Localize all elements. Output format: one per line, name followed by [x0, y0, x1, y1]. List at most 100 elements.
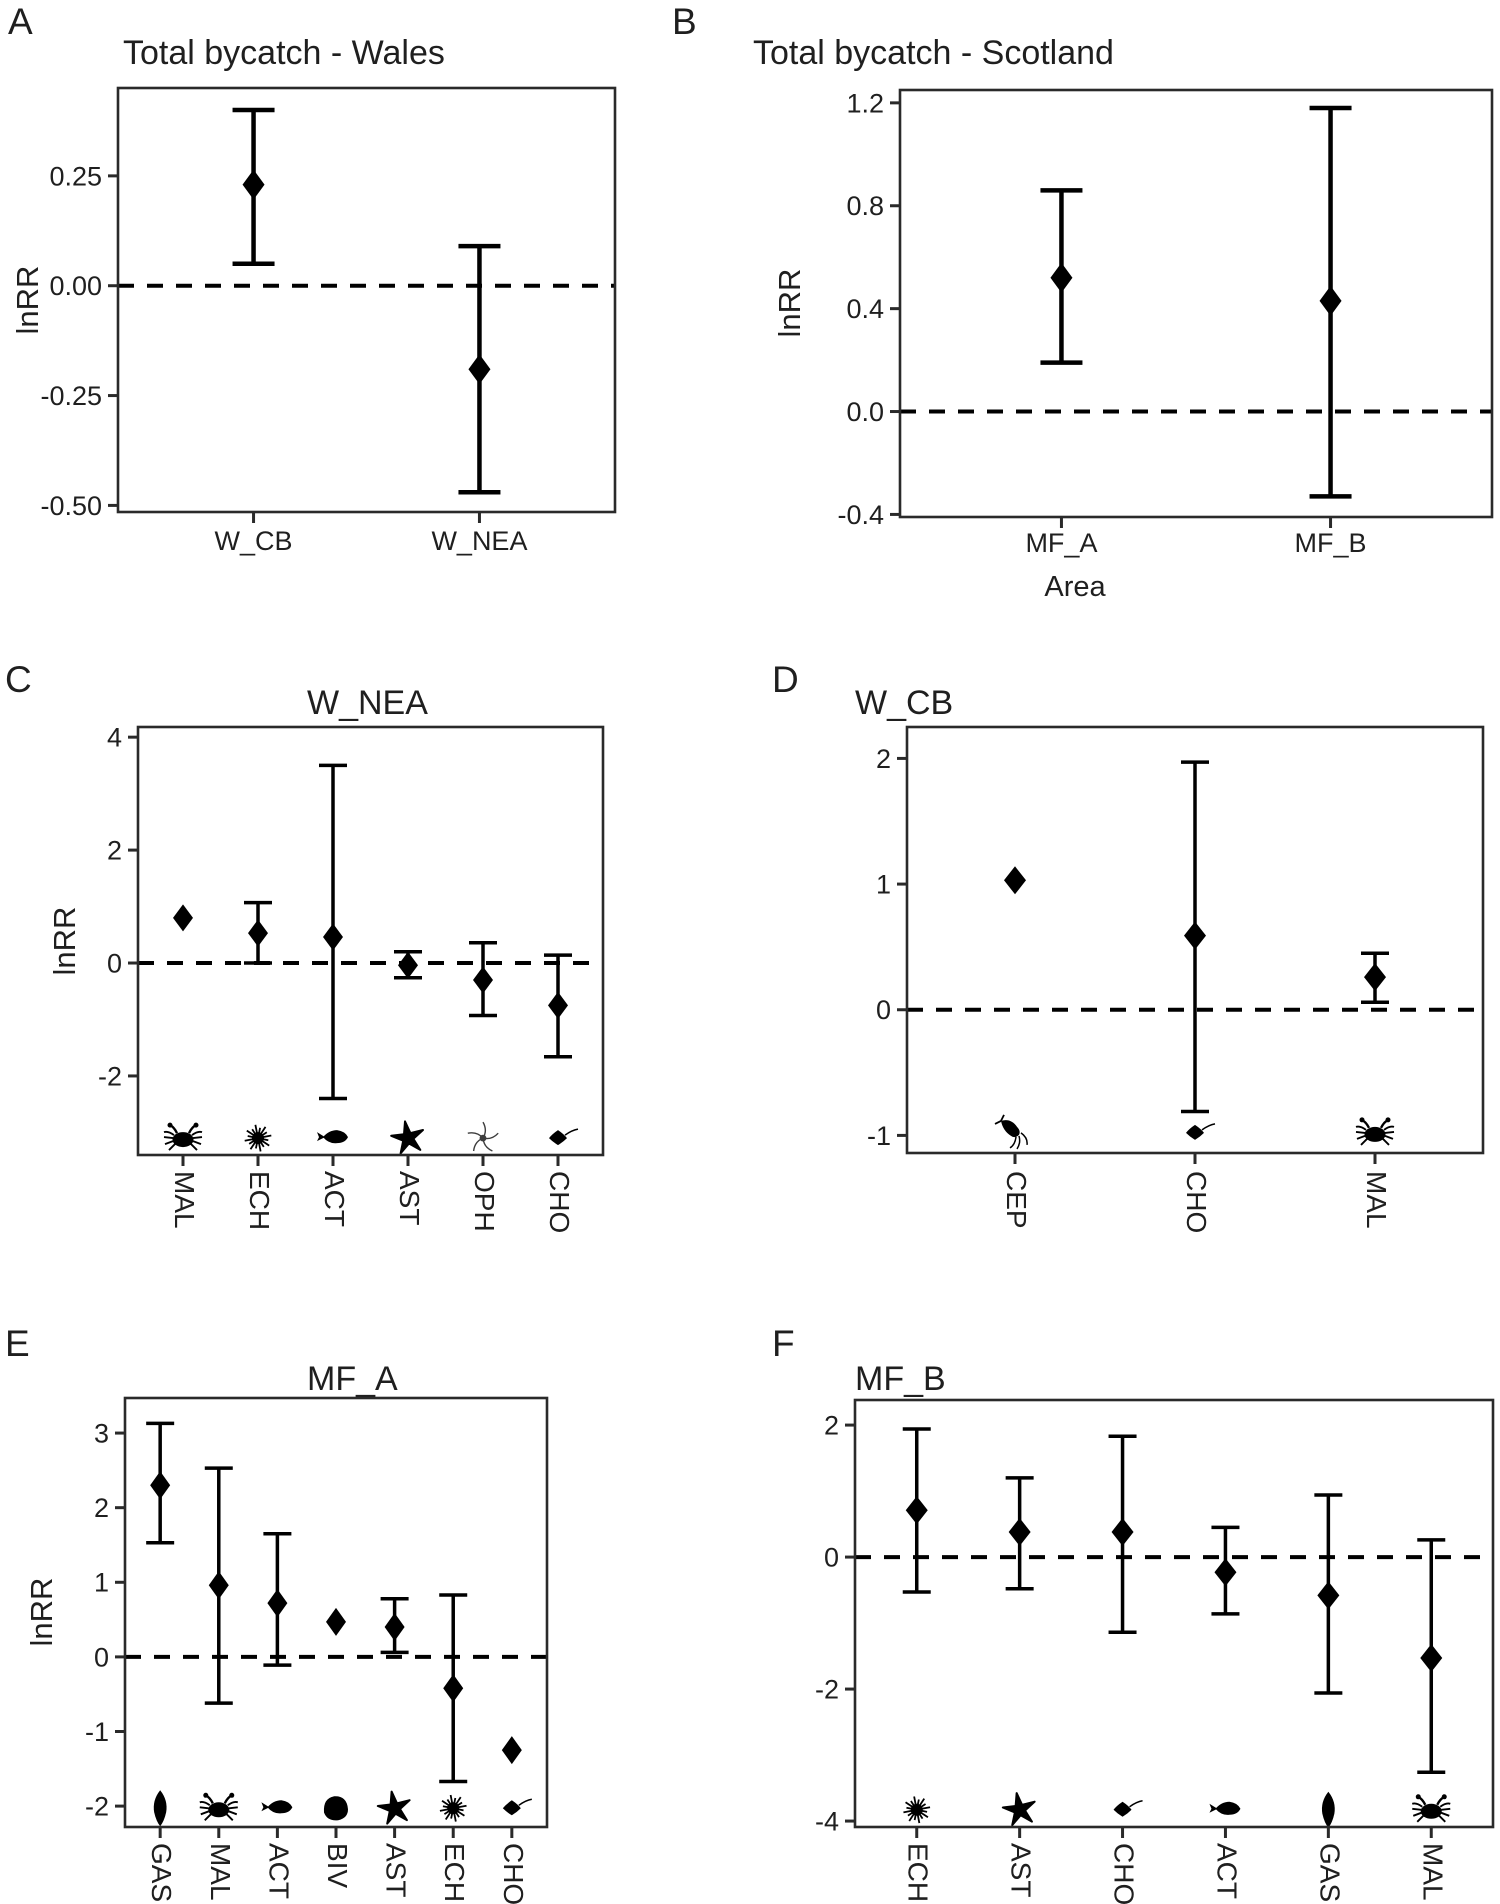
- panel-title: W_CB: [855, 684, 953, 722]
- panel-letter-D: D: [772, 659, 799, 700]
- data-point-MAL: [198, 1466, 239, 1822]
- x-tick-label: BIV: [322, 1843, 353, 1888]
- point-marker: [905, 1496, 928, 1525]
- data-point-CHO: [1181, 760, 1216, 1141]
- point-marker: [1319, 285, 1342, 316]
- data-point-ACT: [1209, 1525, 1241, 1815]
- y-tick-label: 0.0: [846, 397, 884, 427]
- y-tick-label: -0.25: [40, 381, 102, 411]
- point-marker: [173, 904, 193, 932]
- panel-A: A Total bycatch - Wales 0.25 0.00 -0.25 -0.50…: [8, 1, 617, 556]
- y-axis-title: lnRR: [772, 269, 807, 338]
- point-marker: [548, 991, 568, 1019]
- data-point-W_CB: [232, 107, 275, 267]
- x-axis-title: Area: [1044, 571, 1106, 603]
- point-marker: [1420, 1644, 1443, 1673]
- data-point-CHO: [1108, 1434, 1144, 1818]
- panel-E: E MF_A 3 2 1 0 -1 -2 GAS MAL ACT BIV AST ECH CHO lnRR: [5, 1323, 549, 1904]
- data-point-CEP: [994, 866, 1029, 1150]
- y-tick-label: 3: [94, 1419, 109, 1449]
- panel-title: Total bycatch - Scotland: [753, 34, 1114, 72]
- point-marker: [473, 966, 493, 994]
- data-point-ECH: [439, 1593, 468, 1823]
- crab-icon: [1354, 1116, 1396, 1147]
- bivalve-icon: [323, 1796, 348, 1821]
- y-tick-label: 0: [107, 948, 122, 978]
- snail-icon: [153, 1790, 167, 1827]
- data-point-AST: [1001, 1476, 1036, 1827]
- urchin-icon: [243, 1123, 273, 1153]
- y-tick-label: -1: [85, 1717, 109, 1747]
- panel-title: MF_B: [855, 1360, 946, 1398]
- panel-frame: [898, 88, 1494, 519]
- x-tick-label: GAS: [1314, 1843, 1345, 1902]
- x-tick-label: ACT: [319, 1171, 350, 1227]
- x-tick-label: OPH: [469, 1171, 500, 1232]
- data-point-CHO: [501, 1736, 533, 1817]
- y-axis-title: lnRR: [24, 1578, 59, 1647]
- panel-F: F MF_B 2 0 -2 -4 ECH AST CHO ACT GAS MAL: [772, 1323, 1495, 1904]
- x-tick-label: MF_B: [1295, 528, 1367, 558]
- point-marker: [1004, 866, 1026, 895]
- x-tick-label: ACT: [1211, 1843, 1242, 1899]
- data-point-ACT: [317, 763, 348, 1144]
- y-axis-title: lnRR: [10, 266, 45, 335]
- point-marker: [468, 354, 491, 385]
- point-marker: [501, 1736, 522, 1765]
- ray-icon: [502, 1798, 533, 1817]
- y-tick-label: 0.8: [846, 191, 884, 221]
- data-point-ECH: [902, 1427, 931, 1825]
- panel-C: C W_NEA 4 2 0 -2 MAL ECH ACT AST OPH CHO lnRR: [5, 659, 605, 1233]
- y-tick-label: -0.50: [40, 491, 102, 521]
- x-tick-label: W_CB: [215, 526, 293, 556]
- panel-frame: [853, 1398, 1495, 1829]
- brittle-star-icon: [467, 1121, 499, 1152]
- x-tick-label: MAL: [1361, 1171, 1392, 1229]
- point-marker: [242, 169, 265, 200]
- x-tick-label: AST: [394, 1171, 425, 1225]
- point-marker: [326, 1607, 346, 1636]
- point-marker: [1184, 921, 1206, 950]
- panel-B: B Total bycatch - Scotland 1.2 0.8 0.4 0.0 -0.…: [672, 1, 1494, 603]
- y-tick-label: 0.4: [846, 294, 884, 324]
- x-tick-label: CHO: [1181, 1171, 1212, 1233]
- y-tick-label: -4: [815, 1807, 839, 1837]
- panel-frame: [136, 725, 605, 1157]
- y-tick-label: 2: [94, 1493, 109, 1523]
- data-point-ECH: [243, 900, 273, 1153]
- starfish-icon: [1001, 1792, 1036, 1827]
- panel-frame: [905, 725, 1485, 1155]
- data-point-BIV: [323, 1607, 348, 1821]
- data-point-CHO: [544, 953, 579, 1146]
- point-marker: [323, 923, 343, 951]
- x-tick-label: CHO: [498, 1843, 529, 1904]
- y-tick-label: 1.2: [846, 88, 884, 118]
- y-tick-label: 1: [876, 870, 891, 900]
- x-tick-label: W_NEA: [431, 526, 527, 556]
- x-tick-label: MF_A: [1025, 528, 1097, 558]
- crab-icon: [198, 1791, 239, 1822]
- x-tick-label: ECH: [439, 1843, 470, 1902]
- y-tick-label: -2: [85, 1792, 109, 1822]
- urchin-icon: [902, 1795, 931, 1825]
- x-tick-label: AST: [381, 1843, 412, 1897]
- data-point-ACT: [261, 1532, 293, 1814]
- x-tick-label: CHO: [1109, 1843, 1140, 1904]
- y-tick-label: 0: [824, 1543, 839, 1573]
- ray-icon: [1185, 1123, 1216, 1141]
- point-marker: [1008, 1517, 1031, 1546]
- panel-title: W_NEA: [307, 684, 428, 722]
- y-tick-label: 2: [824, 1411, 839, 1441]
- y-tick-label: 0.25: [49, 161, 102, 191]
- panel-D: D W_CB 2 1 0 -1 CEP CHO MAL: [772, 659, 1485, 1233]
- panel-letter-F: F: [772, 1323, 795, 1364]
- crab-icon: [1411, 1793, 1452, 1824]
- x-tick-label: GAS: [146, 1843, 177, 1902]
- x-tick-label: CHO: [544, 1171, 575, 1233]
- point-marker: [1050, 262, 1073, 293]
- data-point-W_NEA: [458, 243, 501, 495]
- data-point-MF_A: [1040, 188, 1083, 365]
- panel-letter-E: E: [5, 1323, 30, 1364]
